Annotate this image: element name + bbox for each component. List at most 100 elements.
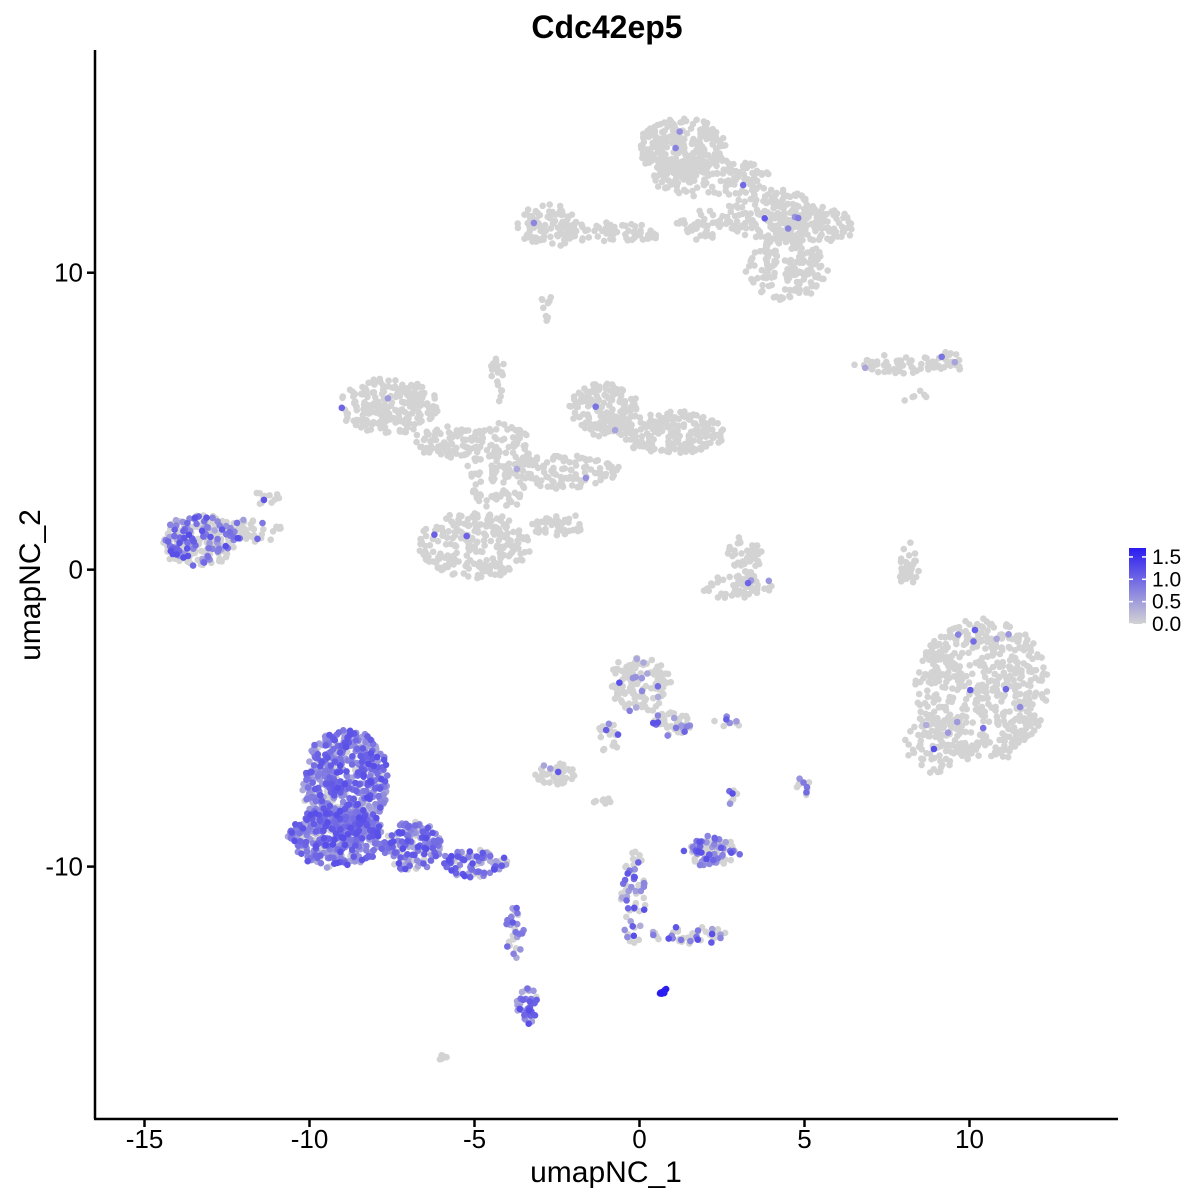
cell-point (418, 394, 426, 402)
cell-point (603, 460, 611, 468)
cell-point-expressing (654, 683, 662, 690)
cell-point (800, 205, 808, 213)
cell-point (824, 218, 831, 225)
cell-point (798, 221, 806, 228)
cell-point (831, 208, 838, 215)
cell-point (768, 211, 776, 218)
cell-point (901, 397, 908, 404)
cell-point (522, 474, 529, 482)
cell-point (731, 562, 739, 569)
cell-point (374, 420, 382, 427)
cell-point (434, 537, 442, 545)
cell-point (639, 142, 646, 150)
cell-point (642, 160, 649, 167)
cell-point (924, 363, 932, 371)
cell-point (572, 403, 580, 410)
cell-point (488, 441, 496, 449)
cell-point-expressing (259, 519, 266, 527)
cell-point (750, 174, 758, 182)
cell-point (489, 366, 496, 373)
cell-point-expressing (624, 905, 632, 912)
cell-point (770, 294, 778, 301)
cell-point (934, 768, 942, 776)
cell-point (597, 476, 604, 483)
cell-point-expressing (803, 789, 810, 796)
cell-point (727, 208, 735, 216)
cell-point (532, 461, 539, 469)
cell-point (497, 571, 504, 579)
cell-point (827, 237, 835, 245)
cell-point (702, 122, 710, 130)
cell-point (640, 894, 648, 902)
cell-point (606, 402, 613, 409)
cell-point (820, 275, 827, 283)
cell-point (519, 467, 527, 475)
cell-point (728, 225, 736, 232)
cell-point (493, 496, 500, 503)
cell-point (751, 249, 759, 256)
cell-point (600, 237, 608, 245)
cell-point (681, 220, 688, 227)
cell-point (738, 187, 746, 194)
cell-point (444, 423, 451, 430)
cell-point-expressing (322, 742, 330, 749)
cell-point (575, 389, 583, 397)
cell-point (979, 685, 987, 693)
cell-point-expressing (311, 741, 318, 749)
cell-point (585, 234, 593, 241)
cell-point (432, 404, 440, 411)
cell-point (1012, 732, 1020, 739)
cell-point (670, 444, 678, 451)
cell-point (609, 474, 616, 481)
cell-point (556, 776, 563, 784)
cell-point-expressing (475, 868, 482, 875)
cell-point-expressing (430, 837, 438, 845)
cell-point (833, 215, 840, 222)
cell-point-expressing (722, 838, 729, 846)
cell-point-expressing (632, 673, 639, 681)
cell-point-expressing (733, 718, 740, 725)
cell-point (911, 550, 919, 557)
cell-point (650, 445, 657, 453)
cell-point (750, 279, 757, 286)
cell-point (249, 517, 257, 524)
cell-point (752, 562, 759, 570)
cell-point (621, 398, 629, 405)
cell-point (423, 430, 431, 437)
cell-point (935, 677, 943, 685)
cell-point (784, 200, 792, 208)
cell-point (489, 555, 497, 562)
cell-point (198, 547, 205, 555)
cell-point (680, 136, 688, 143)
cell-point (587, 426, 595, 433)
cell-point (976, 662, 984, 669)
cell-point (533, 456, 541, 463)
cell-point (420, 449, 428, 456)
cell-point (673, 173, 681, 181)
cell-point (696, 126, 704, 134)
cell-point-expressing (317, 852, 324, 859)
cell-point-expressing (369, 853, 377, 860)
cell-point-expressing (184, 519, 191, 527)
cell-point (449, 534, 457, 542)
cell-point (969, 670, 976, 678)
cell-point-expressing (922, 721, 930, 729)
cell-point (1032, 666, 1040, 674)
cell-point (553, 231, 561, 239)
cell-point (992, 678, 999, 685)
cell-point (566, 235, 573, 242)
cell-point (924, 715, 932, 722)
cell-point-expressing (970, 638, 977, 645)
cell-point-expressing (739, 181, 747, 189)
cell-point (579, 235, 586, 242)
cell-point-expressing (327, 748, 335, 756)
cell-point (921, 391, 928, 399)
cell-point-expressing (638, 687, 646, 695)
cell-point-expressing (348, 761, 356, 768)
cell-point (1006, 747, 1013, 755)
cell-point (786, 293, 794, 301)
cell-point (602, 470, 610, 478)
cell-point (498, 387, 506, 394)
cell-point (846, 232, 854, 239)
cell-point-expressing (518, 988, 526, 996)
